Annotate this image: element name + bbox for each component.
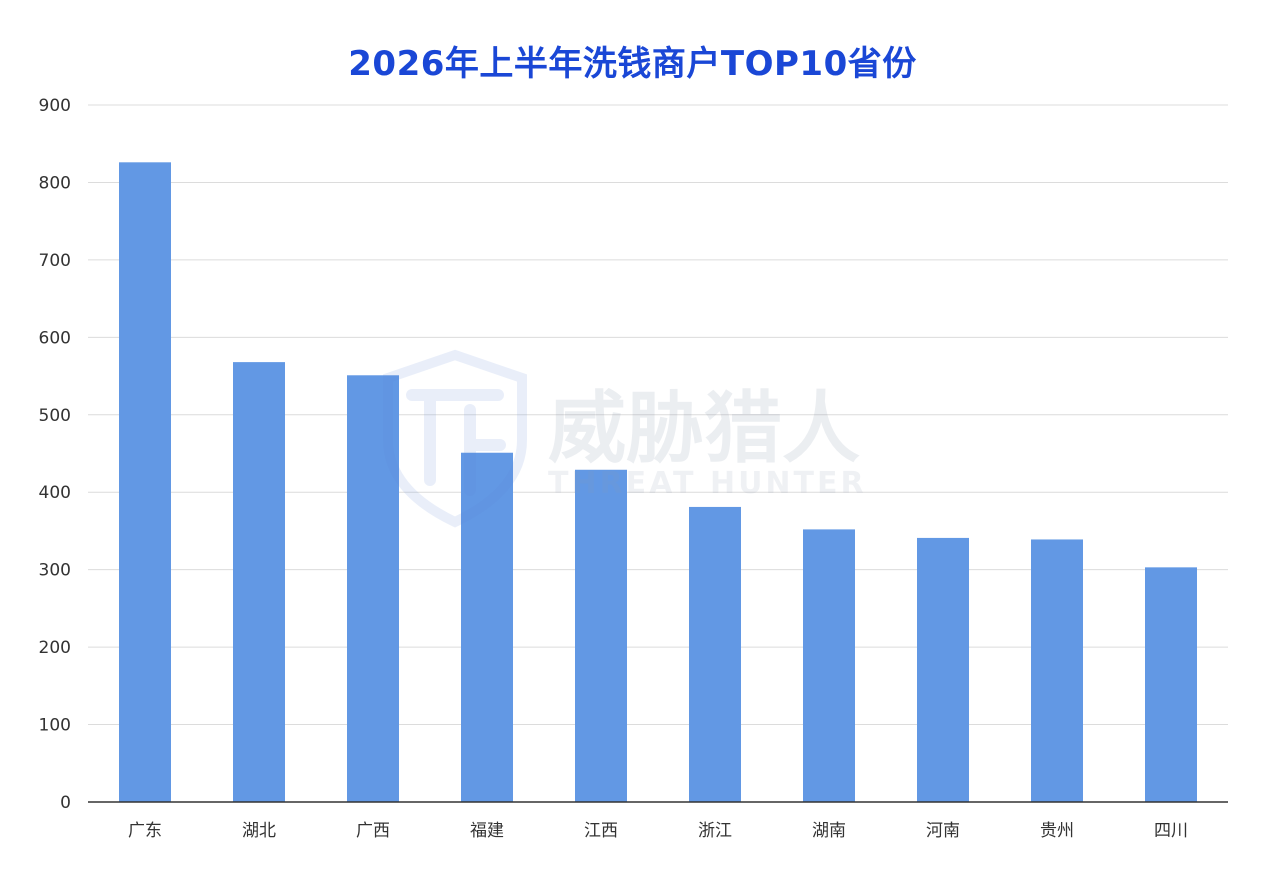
bar-贵州 xyxy=(1031,539,1083,802)
y-tick-label: 800 xyxy=(39,173,71,193)
x-category-label: 四川 xyxy=(1154,821,1188,841)
x-category-label: 江西 xyxy=(584,821,618,841)
bar-四川 xyxy=(1145,567,1197,802)
bar-浙江 xyxy=(689,506,741,802)
y-tick-label: 200 xyxy=(39,638,71,658)
y-axis-ticks: 0 100 200 300 400 500 600 700 800 900 xyxy=(39,96,71,813)
x-category-label: 广东 xyxy=(128,821,162,841)
y-tick-label: 900 xyxy=(39,96,71,116)
bar-湖北 xyxy=(233,362,285,802)
shield-th-logo xyxy=(383,349,527,528)
chart-title: 2026年上半年洗钱商户TOP10省份 xyxy=(348,44,917,84)
x-category-label: 湖南 xyxy=(812,821,846,841)
y-tick-label: 700 xyxy=(39,251,71,271)
x-category-label: 河南 xyxy=(926,821,960,841)
bar-河南 xyxy=(917,537,969,802)
y-tick-label: 400 xyxy=(39,483,71,503)
y-tick-label: 0 xyxy=(60,793,71,813)
x-category-label: 广西 xyxy=(356,821,390,841)
bars xyxy=(119,162,1197,802)
bar-广东 xyxy=(119,162,171,802)
bar-广西 xyxy=(347,375,399,802)
watermark-text-cn: 威胁猎人 xyxy=(548,384,860,474)
x-category-label: 浙江 xyxy=(698,821,732,841)
watermark-text-en: THREAT HUNTER xyxy=(548,466,867,501)
bar-湖南 xyxy=(803,529,855,802)
y-tick-label: 300 xyxy=(39,561,71,581)
x-axis-categories: 广东 湖北 广西 福建 江西 浙江 湖南 河南 贵州 四川 xyxy=(128,821,1188,841)
bar-福建 xyxy=(461,452,513,802)
y-tick-label: 500 xyxy=(39,406,71,426)
y-tick-label: 600 xyxy=(39,328,71,348)
x-category-label: 湖北 xyxy=(242,821,276,841)
y-tick-label: 100 xyxy=(39,716,71,736)
x-category-label: 贵州 xyxy=(1040,821,1074,841)
x-category-label: 福建 xyxy=(470,821,504,841)
watermark: 威胁猎人 THREAT HUNTER xyxy=(383,349,867,528)
bar-江西 xyxy=(575,469,627,802)
